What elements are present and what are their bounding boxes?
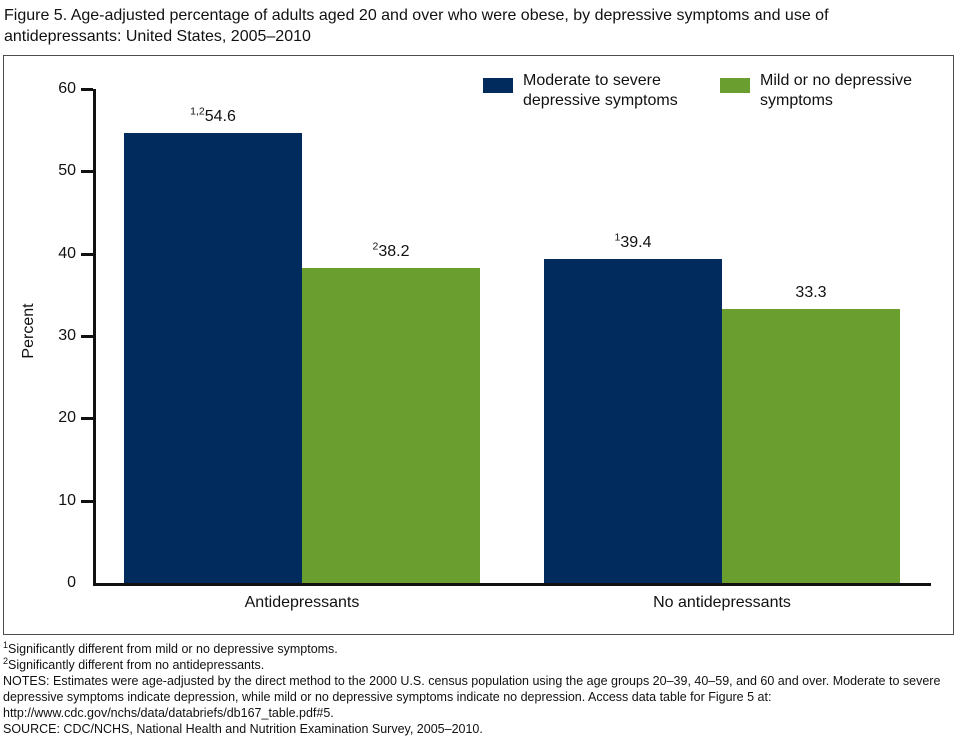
bar-value-label-series1-group1: 33.3 bbox=[731, 284, 891, 302]
footnotes: 1Significantly different from mild or no… bbox=[3, 639, 955, 737]
y-axis-tick-label-20: 20 bbox=[58, 409, 76, 427]
bar-value-text: 54.6 bbox=[204, 108, 236, 126]
footnote-2-text: Significantly different from no antidepr… bbox=[8, 658, 265, 672]
legend-label-line: symptoms bbox=[760, 92, 833, 109]
footnote-1: 1Significantly different from mild or no… bbox=[3, 639, 955, 657]
y-axis-tick-30 bbox=[81, 335, 93, 338]
legend-label-line: Moderate to severe bbox=[523, 72, 661, 89]
bar-value-text: 38.2 bbox=[378, 243, 410, 261]
footnote-1-text: Significantly different from mild or no … bbox=[8, 642, 338, 656]
y-axis-tick-20 bbox=[81, 417, 93, 421]
legend-label-moderate-severe: Moderate to severe depressive symptoms bbox=[523, 71, 678, 111]
bar-value-superscript: 2 bbox=[372, 241, 379, 254]
bar-value-label-series0-group0: 1,254.6 bbox=[133, 106, 293, 126]
bar-series0-group1 bbox=[544, 258, 722, 583]
bar-series0-group0 bbox=[124, 133, 302, 583]
y-axis-tick-label-50: 50 bbox=[58, 162, 76, 180]
x-category-label-1: No antidepressants bbox=[653, 594, 791, 611]
bar-value-text: 33.3 bbox=[795, 283, 827, 301]
bar-value-label-series1-group0: 238.2 bbox=[311, 241, 471, 261]
footnote-1-superscript: 1 bbox=[3, 639, 9, 650]
legend-swatch-mild-none bbox=[720, 78, 750, 93]
footnote-source: SOURCE: CDC/NCHS, National Health and Nu… bbox=[3, 722, 483, 736]
bar-value-superscript: 1 bbox=[614, 231, 621, 244]
chart-frame: Moderate to severe depressive symptoms M… bbox=[3, 55, 954, 635]
y-axis-tick-60 bbox=[81, 88, 93, 91]
y-axis-tick-label-60: 60 bbox=[58, 80, 76, 97]
footnote-notes: NOTES: Estimates were age-adjusted by th… bbox=[3, 674, 941, 720]
legend-label-mild-none: Mild or no depressive symptoms bbox=[760, 71, 912, 111]
x-axis-line bbox=[93, 583, 931, 586]
y-axis-tick-label-0: 0 bbox=[67, 574, 76, 591]
y-axis-tick-50 bbox=[81, 170, 93, 174]
bar-series1-group0 bbox=[302, 268, 480, 583]
y-axis-tick-label-30: 30 bbox=[58, 327, 76, 344]
figure-title: Figure 5. Age-adjusted percentage of adu… bbox=[4, 7, 829, 45]
legend-label-line: Mild or no depressive bbox=[760, 72, 913, 89]
bar-series1-group1 bbox=[722, 308, 900, 583]
x-category-label-0: Antidepressants bbox=[244, 594, 360, 611]
y-axis-tick-40 bbox=[81, 252, 93, 256]
footnote-2-superscript: 2 bbox=[3, 655, 9, 666]
y-axis-tick-label-40: 40 bbox=[58, 244, 76, 262]
legend-swatch-moderate-severe bbox=[483, 78, 513, 93]
y-axis-tick-10 bbox=[81, 499, 93, 503]
legend-label-line: depressive symptoms bbox=[523, 92, 678, 109]
y-axis-tick-label-10: 10 bbox=[58, 491, 76, 509]
bar-value-label-series0-group1: 139.4 bbox=[553, 231, 713, 252]
y-axis-line bbox=[93, 89, 96, 586]
footnote-2: 2Significantly different from no antidep… bbox=[3, 655, 955, 673]
bar-value-superscript: 1,2 bbox=[190, 106, 205, 119]
bar-value-text: 39.4 bbox=[620, 233, 652, 251]
